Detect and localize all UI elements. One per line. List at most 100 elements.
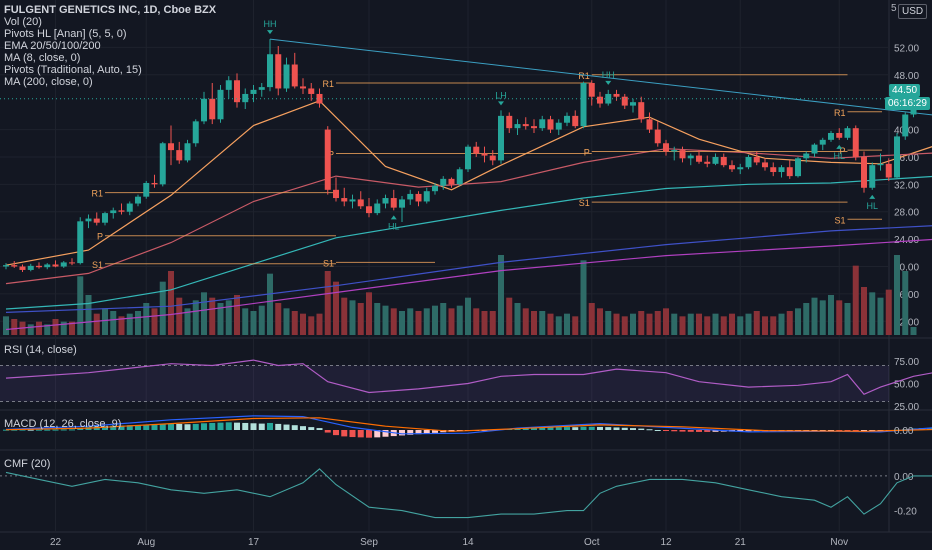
pivot-level-label: S1 [92,260,103,270]
macd-histogram-bar [300,426,306,430]
legend-ema[interactable]: EMA 20/50/100/200 [4,40,101,52]
volume-bar [102,308,108,335]
candle-body [217,89,224,120]
candle-body [506,115,513,129]
pivot-level-label: S1 [834,215,845,225]
volume-bar [11,319,18,335]
pivot-marker-label: HL [866,201,878,211]
time-axis-tick: 14 [462,537,474,548]
volume-bar [77,276,84,335]
volume-bar [894,255,900,335]
legend-ma8[interactable]: MA (8, close, 0) [4,52,81,64]
volume-bar [885,289,892,335]
macd-histogram-bar [572,427,579,430]
ma-line-ema200 [5,225,932,313]
candle-body [415,193,422,202]
macd-histogram-bar [225,422,232,430]
volume-bar [308,316,315,335]
volume-bar [902,271,909,335]
macd-histogram-bar [291,425,298,430]
macd-histogram-bar [432,430,438,433]
currency-button[interactable]: USD [898,4,928,19]
candle-body [687,155,694,159]
legend-pivots-traditional[interactable]: Pivots (Traditional, Auto, 15) [4,64,142,76]
volume-bar [60,321,67,335]
countdown-tag: 06:16:29 [885,97,930,110]
time-axis-tick: Nov [830,537,848,548]
macd-histogram-bar [852,430,859,432]
candle-body [374,203,381,214]
price-axis-tick: 20.00 [894,263,919,274]
candle-body [671,150,678,152]
legend-ma200[interactable]: MA (200, close, 0) [4,76,93,88]
time-axis-tick: Sep [360,537,378,548]
macd-histogram-bar [646,429,653,431]
macd-histogram-bar [580,426,587,430]
candle-body [36,265,42,268]
candle-body [110,210,117,214]
volume-bar [448,308,455,335]
pivot-level-label: R1 [322,79,334,89]
macd-histogram-bar [745,430,752,432]
volume-bar [621,316,628,335]
volume-bar [795,308,801,335]
pivot-level-label: P [584,147,590,157]
candle-body [572,115,579,127]
macd-histogram-bar [663,430,669,431]
macd-axis-tick: 0.00 [894,426,914,437]
macd-histogram-bar [621,427,628,430]
volume-bar [654,311,661,335]
axis-partial-label: 5 [891,3,897,14]
candle-body [159,143,166,185]
candle-body [539,119,546,129]
macd-histogram-bar [234,422,240,430]
macd-histogram-bar [588,426,595,430]
candle-body [209,98,216,120]
candle-body [52,264,59,267]
volume-bar [349,300,356,335]
volume-bar [489,311,496,335]
pivot-marker-label: HL [388,221,400,231]
candle-body [836,132,843,138]
candle-body [828,132,834,140]
legend-pivots-hl[interactable]: Pivots HL [Anan] (5, 5, 0) [4,28,127,40]
macd-histogram-bar [209,422,216,430]
pivot-level-label: R1 [578,71,590,81]
volume-bar [341,297,348,335]
macd-histogram-bar [547,427,554,430]
candle-body [869,165,876,188]
macd-histogram-bar [267,422,273,430]
volume-bar [300,313,306,335]
candle-body [69,262,75,264]
volume-bar [52,319,59,335]
volume-bar [869,292,876,335]
volume-bar [605,311,612,335]
macd-histogram-bar [135,425,141,430]
cmf-title[interactable]: CMF (20) [4,458,51,470]
candle-body [877,163,884,166]
volume-bar [737,316,744,335]
rsi-title[interactable]: RSI (14, close) [4,344,77,356]
candle-body [795,158,801,177]
macd-title[interactable]: MACD (12, 26, close, 9) [4,418,122,430]
volume-bar [539,311,546,335]
price-axis-tick: 32.00 [894,180,919,191]
symbol-title[interactable]: FULGENT GENETICS INC, 1D, Cboe BZX [4,4,217,16]
volume-bar [399,311,405,335]
candle-body [481,153,488,156]
legend-vol[interactable]: Vol (20) [4,16,42,28]
candle-body [456,169,463,185]
volume-bar [572,316,579,335]
candle-body [778,167,785,173]
volume-bar [564,313,570,335]
macd-histogram-bar [704,430,711,432]
candle-body [646,119,653,130]
volume-bar [514,303,521,335]
price-axis-tick: 52.00 [894,43,919,54]
candle-body [555,122,562,130]
candle-body [291,64,298,87]
macd-histogram-bar [605,427,612,430]
candle-body [547,119,554,130]
legend: FULGENT GENETICS INC, 1D, Cboe BZX Vol (… [4,4,216,88]
